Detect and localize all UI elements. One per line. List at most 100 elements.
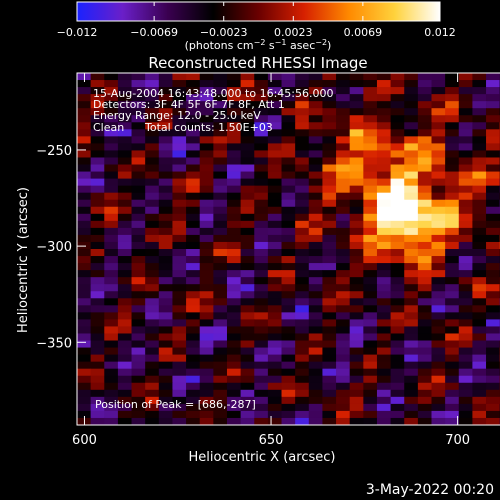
heatmap-cell [322, 347, 337, 355]
heatmap-cell [472, 375, 487, 384]
heatmap-cell [472, 326, 487, 334]
heatmap-cell [322, 213, 337, 222]
heatmap-cell [376, 157, 391, 165]
heatmap-cell [104, 94, 119, 102]
heatmap-cell [145, 241, 160, 250]
heatmap-cell [390, 129, 405, 137]
heatmap-cell [322, 277, 337, 285]
heatmap-cell [417, 382, 432, 391]
heatmap-cell [295, 136, 310, 144]
heatmap-cell [417, 199, 432, 208]
heatmap-cell [254, 326, 269, 334]
heatmap-cell [336, 185, 351, 194]
heatmap-cell [390, 396, 405, 405]
heatmap-cell [349, 284, 364, 292]
heatmap-cell [404, 129, 419, 137]
heatmap-cell [431, 101, 446, 109]
heatmap-cell [186, 94, 201, 102]
heatmap-cell [104, 354, 119, 363]
heatmap-cell [213, 220, 228, 229]
heatmap-cell [472, 417, 487, 425]
heatmap-cell [295, 326, 310, 334]
heatmap-cell [117, 185, 132, 194]
heatmap-cell [104, 87, 119, 95]
heatmap-cell [226, 333, 242, 341]
heatmap-cell [240, 129, 255, 137]
heatmap-cell [172, 340, 187, 348]
heatmap-cell [431, 122, 446, 130]
heatmap-cell [376, 220, 391, 229]
heatmap-cell [104, 73, 119, 81]
heatmap-cell [240, 115, 255, 123]
heatmap-cell [445, 164, 460, 172]
heatmap-cell [117, 410, 132, 419]
heatmap-cell [267, 115, 282, 123]
heatmap-cell [254, 312, 269, 320]
heatmap-cell [308, 312, 323, 320]
heatmap-cell [390, 178, 405, 187]
heatmap-cell [376, 101, 391, 109]
heatmap-cell [226, 199, 242, 208]
heatmap-cell [390, 73, 405, 81]
heatmap-cell [349, 403, 364, 412]
heatmap-cell [336, 389, 351, 398]
heatmap-cell [417, 73, 432, 81]
heatmap-cell [308, 284, 323, 292]
heatmap-cell [226, 298, 242, 306]
heatmap-cell [226, 220, 242, 229]
heatmap-cell [172, 333, 187, 341]
heatmap-cell [254, 206, 269, 215]
heatmap-cell [458, 143, 473, 151]
heatmap-cell [336, 80, 351, 88]
heatmap-cell [267, 375, 282, 384]
heatmap-cell [213, 389, 228, 398]
heatmap-cell [254, 108, 269, 116]
heatmap-cell [281, 256, 296, 264]
heatmap-cell [390, 375, 405, 384]
heatmap-cell [336, 73, 351, 81]
colorbar-tick-label: −0.0023 [200, 26, 248, 39]
heatmap-cell [131, 108, 146, 116]
heatmap-cell [186, 213, 201, 222]
heatmap-cell [172, 73, 187, 81]
heatmap-cell [308, 122, 323, 130]
heatmap-cell [445, 227, 460, 236]
heatmap-cell [445, 213, 460, 222]
heatmap-cell [431, 291, 446, 299]
heatmap-cell [322, 340, 337, 348]
heatmap-cell [267, 129, 282, 137]
colorbar-unit-label: (photons cm−2 s−1 asec−2) [185, 38, 332, 52]
heatmap-cell [486, 150, 500, 158]
heatmap-cell [267, 305, 282, 313]
heatmap-cell [390, 150, 405, 158]
heatmap-cell [458, 150, 473, 158]
heatmap-cell [131, 234, 146, 243]
heatmap-cell [213, 270, 228, 278]
heatmap-cell [158, 129, 173, 137]
heatmap-cell [404, 171, 419, 179]
heatmap-cell [131, 122, 146, 130]
heatmap-cell [349, 220, 364, 229]
heatmap-cell [349, 396, 364, 405]
heatmap-cell [363, 277, 378, 285]
heatmap-cell [131, 256, 146, 264]
y-tick-label: −350 [36, 336, 72, 351]
heatmap-cell [458, 80, 473, 88]
heatmap-cell [458, 185, 473, 194]
heatmap-cell [431, 73, 446, 81]
heatmap-cell [295, 87, 310, 95]
heatmap-cell [363, 361, 378, 370]
heatmap-cell [186, 87, 201, 95]
heatmap-cell [199, 340, 214, 348]
heatmap-cell [104, 143, 119, 151]
heatmap-cell [172, 129, 187, 137]
heatmap-cell [336, 101, 351, 109]
heatmap-cell [267, 389, 282, 398]
heatmap-cell [117, 403, 132, 412]
heatmap-cell [158, 164, 173, 172]
heatmap-cell [117, 143, 132, 151]
heatmap-cell [77, 94, 92, 102]
heatmap-cell [295, 249, 310, 257]
heatmap-cell [199, 326, 214, 334]
heatmap-cell [213, 284, 228, 292]
